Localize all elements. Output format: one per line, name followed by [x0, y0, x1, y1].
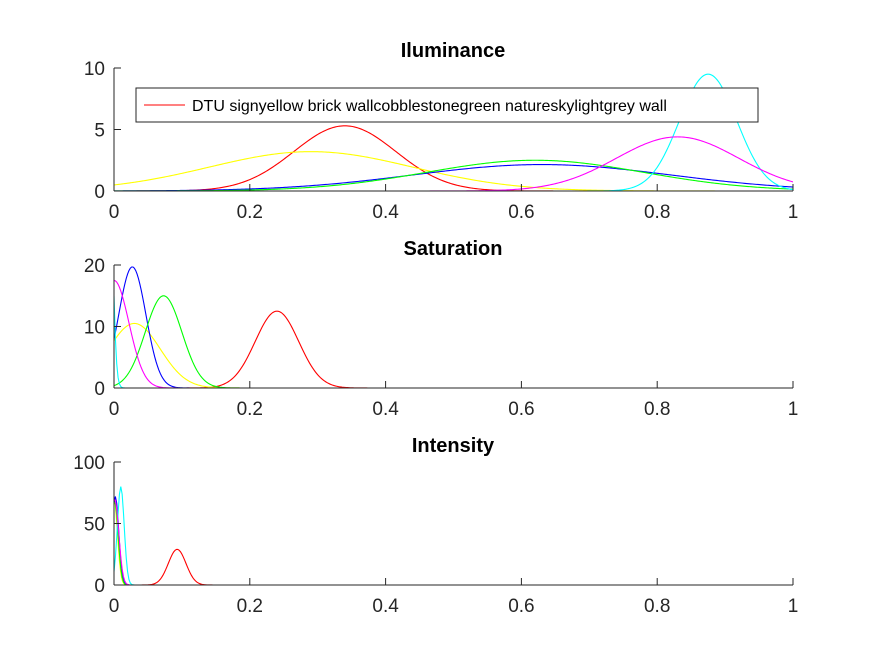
iluminance-title: Iluminance — [401, 40, 505, 62]
saturation-x-tick-label: 0 — [109, 399, 120, 420]
legend: DTU signyellow brick wallcobblestonegree… — [135, 87, 759, 123]
saturation-y-tick-label: 10 — [84, 318, 105, 339]
iluminance-y-tick-label: 10 — [84, 59, 105, 80]
intensity-y-tick-label: 50 — [84, 515, 105, 536]
iluminance-x-tick-label: 0.6 — [508, 202, 534, 223]
intensity-y-tick-label: 100 — [73, 453, 105, 474]
iluminance-y-tick-label: 5 — [94, 121, 105, 142]
iluminance-series-green-nature — [114, 159, 793, 191]
intensity-x-tick-label: 1 — [788, 596, 799, 617]
iluminance-y-tick-label: 0 — [94, 182, 105, 203]
saturation-x-tick-label: 0.6 — [508, 399, 534, 420]
intensity-x-tick-label: 0.8 — [644, 596, 670, 617]
saturation-x-tick-label: 0.2 — [237, 399, 263, 420]
saturation-x-tick-label: 0.8 — [644, 399, 670, 420]
intensity-title: Intensity — [412, 435, 495, 457]
iluminance-x-tick-label: 0.4 — [372, 202, 399, 223]
saturation-x-tick-label: 0.4 — [372, 399, 399, 420]
intensity-x-tick-label: 0.6 — [508, 596, 534, 617]
iluminance-x-tick-label: 0.8 — [644, 202, 670, 223]
iluminance-x-tick-label: 0 — [109, 202, 120, 223]
iluminance-x-tick-label: 1 — [788, 202, 799, 223]
saturation-x-tick-label: 1 — [788, 399, 799, 420]
legend-box — [135, 87, 759, 123]
saturation-y-tick-label: 0 — [94, 379, 105, 400]
saturation-series-dtu-sign — [114, 310, 793, 388]
legend-text: DTU signyellow brick wallcobblestonegree… — [192, 98, 667, 115]
iluminance-series-dtu-sign — [114, 125, 793, 191]
saturation-title: Saturation — [404, 238, 503, 260]
intensity-panel: Intensity 0 0.2 0.4 0.6 0.8 1 0 50 100 — [73, 435, 798, 617]
iluminance-x-tick-label: 0.2 — [237, 202, 263, 223]
intensity-x-tick-label: 0.4 — [372, 596, 399, 617]
intensity-x-tick-label: 0.2 — [237, 596, 263, 617]
iluminance-series-cobblestone — [114, 164, 793, 191]
saturation-y-tick-label: 20 — [84, 256, 105, 277]
intensity-x-tick-label: 0 — [109, 596, 120, 617]
intensity-y-tick-label: 0 — [94, 576, 105, 597]
